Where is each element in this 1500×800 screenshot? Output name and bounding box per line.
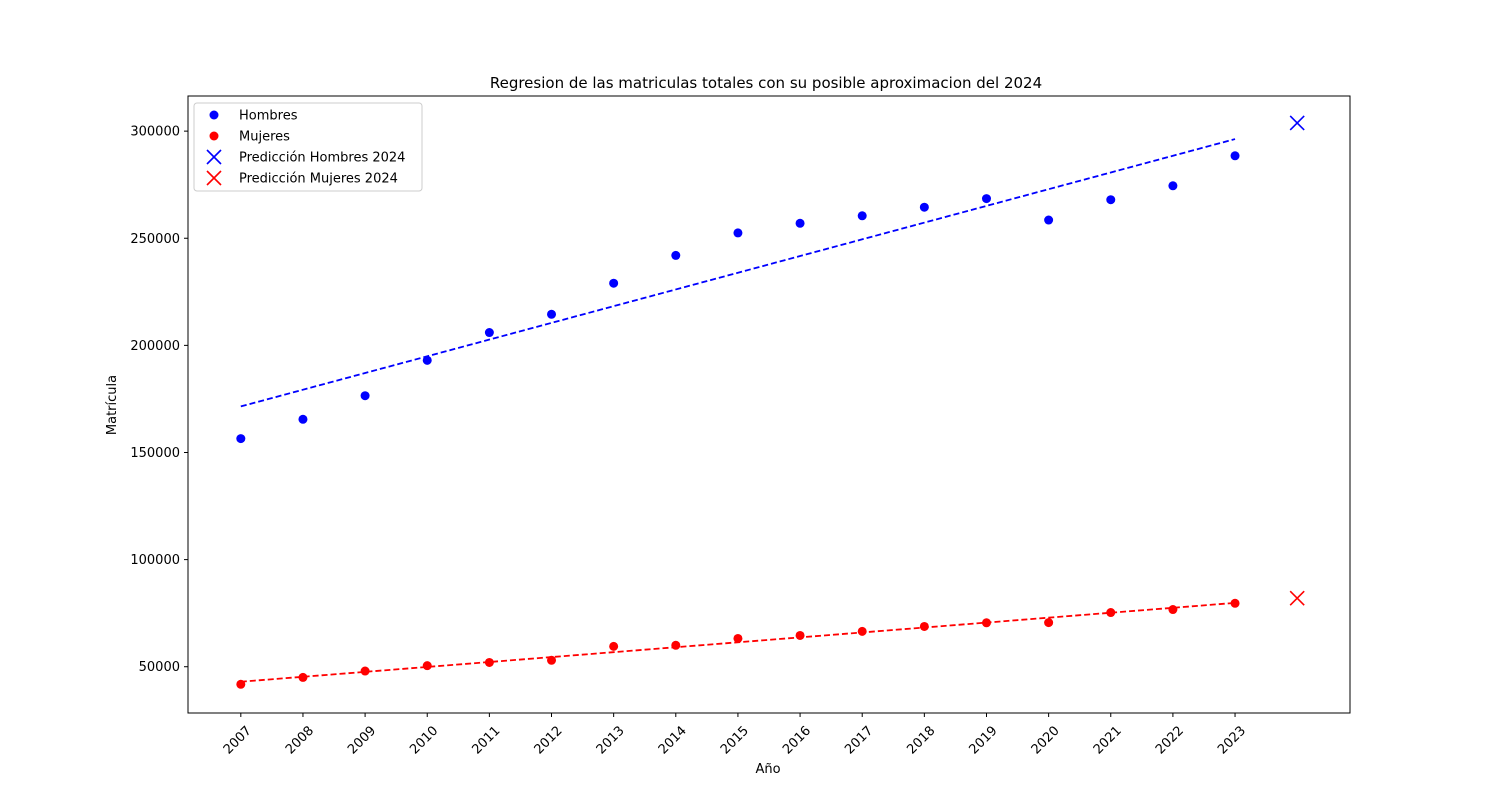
y-tick-label: 250000 xyxy=(130,232,180,247)
x-tick-label: 2018 xyxy=(904,723,938,757)
point-mujeres xyxy=(298,672,308,682)
point-mujeres xyxy=(484,657,494,667)
point-mujeres xyxy=(1044,618,1054,628)
legend-marker-stroke-b xyxy=(206,149,222,165)
point-hombres xyxy=(919,202,929,212)
trend-line-hombres xyxy=(240,138,1236,408)
point-hombres xyxy=(422,355,432,365)
x-tick-label: 2022 xyxy=(1153,723,1187,757)
x-tick-label: 2010 xyxy=(407,723,441,757)
x-tick-label: 2023 xyxy=(1215,723,1249,757)
point-hombres xyxy=(671,250,681,260)
y-tick-label: 150000 xyxy=(130,446,180,461)
point-mujeres xyxy=(919,621,929,631)
x-tick-label: 2021 xyxy=(1091,723,1125,757)
legend-label: Predicción Mujeres 2024 xyxy=(239,172,398,187)
point-hombres xyxy=(1106,195,1116,205)
y-tick-label: 100000 xyxy=(130,553,180,568)
x-tick-label: 2008 xyxy=(283,723,317,757)
point-hombres xyxy=(1168,181,1178,191)
point-hombres xyxy=(547,309,557,319)
point-hombres xyxy=(857,211,867,221)
legend: Hombres Mujeres Predicción Hombres 2024 Pre… xyxy=(193,102,423,192)
point-mujeres xyxy=(857,626,867,636)
y-tick-label: 300000 xyxy=(130,125,180,140)
legend-label: Predicción Hombres 2024 xyxy=(239,151,405,166)
point-hombres xyxy=(795,218,805,228)
legend-box xyxy=(193,102,423,192)
point-mujeres xyxy=(795,630,805,640)
legend-label: Hombres xyxy=(239,109,298,124)
x-tick-label: 2013 xyxy=(594,723,628,757)
legend-label: Mujeres xyxy=(239,130,290,145)
legend-marker-stroke-b xyxy=(206,170,222,186)
x-tick-label: 2014 xyxy=(656,723,690,757)
x-tick-label: 2007 xyxy=(221,723,255,757)
point-hombres xyxy=(1230,151,1240,161)
legend-marker xyxy=(209,131,219,141)
point-mujeres xyxy=(360,666,370,676)
point-hombres xyxy=(236,434,246,444)
x-tick-label: 2020 xyxy=(1029,723,1063,757)
prediction-marker-hombres xyxy=(1289,115,1305,131)
point-hombres xyxy=(484,328,494,338)
y-tick-label: 50000 xyxy=(139,660,180,675)
point-hombres xyxy=(360,391,370,401)
point-mujeres xyxy=(733,633,743,643)
point-mujeres xyxy=(547,655,557,665)
legend-marker xyxy=(206,149,222,165)
x-tick-label: 2011 xyxy=(469,723,503,757)
y-tick-label: 200000 xyxy=(130,339,180,354)
plot-frame xyxy=(187,95,1351,714)
point-mujeres xyxy=(981,618,991,628)
x-tick-label: 2009 xyxy=(345,723,379,757)
point-mujeres xyxy=(236,679,246,689)
x-tick-label: 2012 xyxy=(532,723,566,757)
legend-marker xyxy=(206,170,222,186)
point-hombres xyxy=(1044,215,1054,225)
prediction-marker-mujeres xyxy=(1289,590,1305,606)
point-mujeres xyxy=(422,661,432,671)
y-axis-title: Matrícula xyxy=(105,375,120,435)
x-tick-label: 2015 xyxy=(718,723,752,757)
point-mujeres xyxy=(609,641,619,651)
point-mujeres xyxy=(671,640,681,650)
point-hombres xyxy=(981,194,991,204)
point-mujeres xyxy=(1230,598,1240,608)
point-hombres xyxy=(298,414,308,424)
point-mujeres xyxy=(1168,605,1178,615)
point-mujeres xyxy=(1106,608,1116,618)
x-tick-label: 2019 xyxy=(967,723,1001,757)
chart-title: Regresion de las matriculas totales con … xyxy=(490,74,1042,92)
x-tick-label: 2016 xyxy=(780,723,814,757)
prediction-marker-mujeres-stroke-b xyxy=(1289,590,1305,606)
legend-marker xyxy=(209,110,219,120)
point-hombres xyxy=(609,278,619,288)
point-hombres xyxy=(733,228,743,238)
x-axis-title: Año xyxy=(755,762,780,777)
prediction-marker-hombres-stroke-b xyxy=(1289,115,1305,131)
x-tick-label: 2017 xyxy=(842,723,876,757)
